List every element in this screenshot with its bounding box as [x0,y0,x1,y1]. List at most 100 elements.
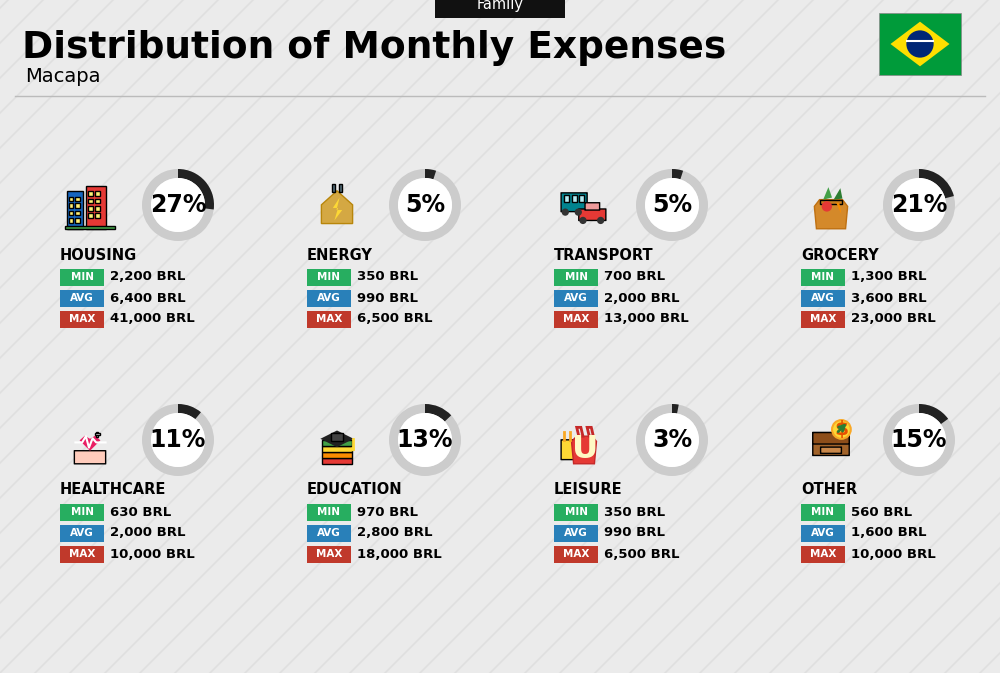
Text: OTHER: OTHER [801,483,857,497]
FancyBboxPatch shape [813,433,849,444]
Circle shape [892,413,946,467]
Text: MAX: MAX [563,549,589,559]
Circle shape [832,420,851,439]
Wedge shape [425,404,451,421]
FancyBboxPatch shape [561,440,575,460]
FancyBboxPatch shape [554,503,598,520]
FancyBboxPatch shape [307,269,351,285]
Text: 560 BRL: 560 BRL [851,505,912,518]
FancyBboxPatch shape [95,191,100,196]
FancyBboxPatch shape [74,451,106,464]
Text: 3%: 3% [652,428,692,452]
FancyBboxPatch shape [801,269,845,285]
FancyBboxPatch shape [307,524,351,542]
FancyBboxPatch shape [75,197,80,201]
FancyBboxPatch shape [554,310,598,328]
FancyBboxPatch shape [322,452,352,458]
FancyBboxPatch shape [65,226,115,229]
Circle shape [597,217,604,224]
Text: 41,000 BRL: 41,000 BRL [110,312,195,326]
Text: MAX: MAX [69,314,95,324]
Text: 2,000 BRL: 2,000 BRL [110,526,186,540]
Text: MAX: MAX [810,314,836,324]
FancyBboxPatch shape [332,184,335,192]
FancyBboxPatch shape [307,289,351,306]
Text: 350 BRL: 350 BRL [604,505,665,518]
FancyBboxPatch shape [60,289,104,306]
FancyBboxPatch shape [801,289,845,306]
Text: Macapa: Macapa [25,67,100,85]
FancyBboxPatch shape [564,195,569,202]
FancyBboxPatch shape [96,431,98,437]
Text: $: $ [834,420,848,439]
Text: MIN: MIN [70,272,94,282]
FancyBboxPatch shape [88,191,93,196]
Text: MIN: MIN [564,272,588,282]
Circle shape [822,201,832,211]
Text: LEISURE: LEISURE [554,483,623,497]
Text: MIN: MIN [812,507,834,517]
Text: Distribution of Monthly Expenses: Distribution of Monthly Expenses [22,30,726,66]
FancyBboxPatch shape [435,0,565,18]
Wedge shape [425,169,436,179]
Circle shape [351,447,355,452]
FancyBboxPatch shape [67,191,83,229]
Text: 350 BRL: 350 BRL [357,271,418,283]
FancyBboxPatch shape [95,433,100,435]
Text: AVG: AVG [564,293,588,303]
FancyBboxPatch shape [554,546,598,563]
Text: MIN: MIN [564,507,588,517]
FancyBboxPatch shape [60,269,104,285]
Text: 630 BRL: 630 BRL [110,505,171,518]
FancyBboxPatch shape [69,197,73,201]
FancyBboxPatch shape [307,310,351,328]
FancyBboxPatch shape [88,206,93,211]
Text: AVG: AVG [317,293,341,303]
Circle shape [645,178,699,232]
FancyBboxPatch shape [879,13,961,75]
Wedge shape [178,169,214,209]
Text: 6,500 BRL: 6,500 BRL [357,312,432,326]
FancyBboxPatch shape [322,440,352,446]
Text: EDUCATION: EDUCATION [307,483,403,497]
Wedge shape [389,169,461,241]
Text: 2,200 BRL: 2,200 BRL [110,271,185,283]
Circle shape [906,30,934,58]
Text: 10,000 BRL: 10,000 BRL [851,548,936,561]
FancyBboxPatch shape [60,310,104,328]
Text: ENERGY: ENERGY [307,248,373,262]
Text: Family: Family [477,0,524,13]
Wedge shape [919,169,954,199]
Circle shape [151,178,205,232]
FancyBboxPatch shape [801,310,845,328]
Wedge shape [672,169,683,179]
Text: 2,000 BRL: 2,000 BRL [604,291,680,304]
Polygon shape [814,200,848,229]
Circle shape [151,413,205,467]
Wedge shape [389,404,461,476]
Polygon shape [823,187,832,200]
Text: MAX: MAX [316,314,342,324]
FancyBboxPatch shape [821,447,841,454]
Text: AVG: AVG [70,293,94,303]
FancyBboxPatch shape [69,211,73,215]
Text: HOUSING: HOUSING [60,248,137,262]
FancyBboxPatch shape [322,458,352,464]
Text: MIN: MIN [812,272,834,282]
Wedge shape [672,404,679,413]
FancyBboxPatch shape [95,213,100,218]
Polygon shape [836,203,841,214]
Circle shape [398,178,452,232]
Circle shape [579,217,587,224]
FancyBboxPatch shape [88,199,93,203]
Text: 10,000 BRL: 10,000 BRL [110,548,195,561]
Text: MIN: MIN [318,507,340,517]
Text: AVG: AVG [317,528,341,538]
Text: 2,800 BRL: 2,800 BRL [357,526,432,540]
FancyBboxPatch shape [801,524,845,542]
FancyBboxPatch shape [95,206,100,211]
Text: MAX: MAX [69,549,95,559]
FancyBboxPatch shape [339,184,342,192]
FancyBboxPatch shape [69,203,73,208]
Text: U: U [572,433,598,464]
